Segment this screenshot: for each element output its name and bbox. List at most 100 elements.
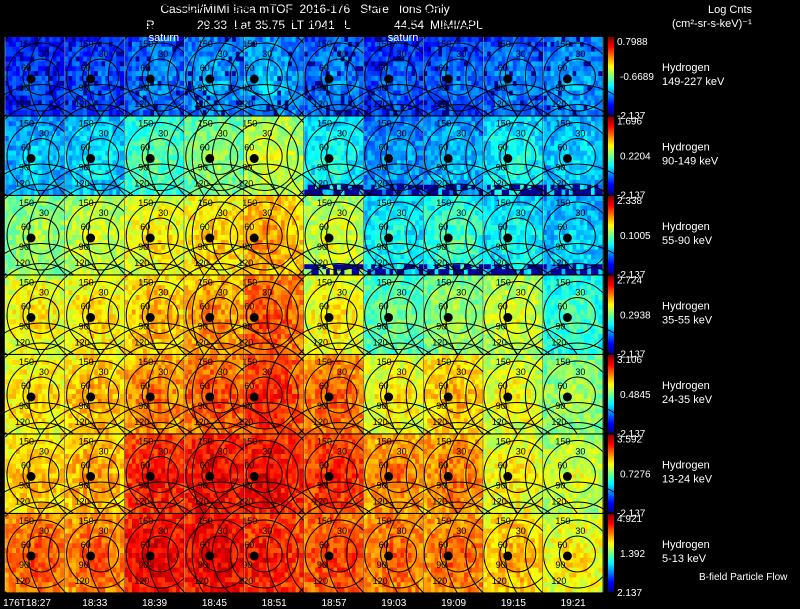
contour-label: 150 bbox=[317, 437, 332, 447]
contour-label: 150 bbox=[242, 198, 257, 208]
contour-label: 150 bbox=[242, 39, 257, 49]
contour-label: 30 bbox=[262, 447, 272, 457]
contour-label: 90 bbox=[138, 322, 148, 332]
colorbar-min: -2.137 bbox=[617, 509, 646, 520]
saturn-marker bbox=[503, 154, 513, 163]
contour-label: 120 bbox=[373, 99, 388, 109]
contour-label: 90 bbox=[317, 83, 327, 93]
contour-label: 120 bbox=[134, 497, 149, 507]
energy-label: 55-90 keV bbox=[662, 235, 713, 247]
colorbar-3 bbox=[608, 275, 614, 354]
contour-label: 60 bbox=[498, 302, 508, 312]
contour-label: 60 bbox=[81, 381, 91, 391]
contour-label: 150 bbox=[19, 437, 34, 447]
colorbar-mid: 0.7276 bbox=[620, 470, 651, 481]
saturn-marker bbox=[86, 551, 96, 561]
colorbar-max: 2.724 bbox=[617, 276, 642, 287]
contour-label: 120 bbox=[492, 417, 507, 427]
contour-label: 30 bbox=[337, 129, 347, 139]
contour-label: 120 bbox=[134, 179, 149, 189]
contour-label: 150 bbox=[138, 437, 153, 447]
contour-label: 150 bbox=[79, 198, 94, 208]
saturn-marker bbox=[324, 551, 334, 561]
contour-label: 120 bbox=[238, 338, 253, 348]
contour-label: 150 bbox=[317, 278, 332, 288]
frame-0-5 bbox=[304, 37, 364, 116]
contour-label: 90 bbox=[138, 163, 148, 173]
saturn-marker bbox=[384, 551, 394, 561]
contour-label: 120 bbox=[15, 258, 30, 268]
contour-label: 60 bbox=[140, 222, 150, 232]
contour-label: 150 bbox=[377, 278, 392, 288]
contour-label: 60 bbox=[21, 143, 31, 153]
saturn-marker bbox=[562, 233, 572, 243]
saturn-marker bbox=[26, 154, 36, 163]
contour-label: 150 bbox=[242, 437, 257, 447]
contour-label: 90 bbox=[496, 481, 506, 491]
contour-label: 30 bbox=[516, 49, 526, 59]
contour-label: 150 bbox=[242, 516, 257, 526]
contour-label: 120 bbox=[551, 338, 566, 348]
colorbar-6 bbox=[608, 514, 614, 592]
l-label: L bbox=[344, 18, 351, 32]
contour-label: 120 bbox=[15, 179, 30, 189]
contour-label: 30 bbox=[158, 49, 168, 59]
contour-label: 150 bbox=[496, 39, 511, 49]
saturn-marker bbox=[562, 313, 572, 322]
contour-label: 30 bbox=[397, 288, 407, 298]
saturn-marker bbox=[26, 392, 36, 402]
saturn-marker bbox=[503, 74, 513, 84]
species-label: Hydrogen bbox=[662, 539, 710, 551]
contour-label: 30 bbox=[575, 367, 585, 377]
contour-label: 90 bbox=[79, 242, 89, 252]
contour-label: 30 bbox=[99, 367, 109, 377]
contour-label: 30 bbox=[39, 129, 49, 139]
contour-label: 30 bbox=[516, 129, 526, 139]
contour-label: 90 bbox=[436, 401, 446, 411]
contour-label: 30 bbox=[218, 526, 228, 536]
contour-label: 120 bbox=[551, 576, 566, 586]
contour-label: 120 bbox=[75, 179, 90, 189]
contour-label: 120 bbox=[313, 497, 328, 507]
contour-label: 60 bbox=[244, 540, 254, 550]
contour-label: 90 bbox=[377, 322, 387, 332]
contour-label: 90 bbox=[242, 242, 252, 252]
contour-label: 90 bbox=[436, 481, 446, 491]
saturn-marker bbox=[145, 551, 155, 561]
contour-label: 150 bbox=[198, 516, 213, 526]
contour-label: 90 bbox=[436, 322, 446, 332]
contour-label: 30 bbox=[337, 526, 347, 536]
contour-label: 150 bbox=[377, 39, 392, 49]
saturn-marker bbox=[384, 392, 394, 402]
contour-label: 30 bbox=[337, 49, 347, 59]
contour-label: 120 bbox=[75, 99, 90, 109]
lt-value: 1041 bbox=[308, 18, 335, 32]
contour-label: 150 bbox=[138, 39, 153, 49]
frame-2-9 bbox=[543, 196, 603, 275]
energy-label: 149-227 keV bbox=[662, 76, 725, 88]
contour-label: 60 bbox=[140, 63, 150, 73]
contour-label: 60 bbox=[557, 222, 567, 232]
contour-label: 30 bbox=[99, 526, 109, 536]
contour-label: 60 bbox=[200, 381, 210, 391]
contour-label: 120 bbox=[432, 338, 447, 348]
contour-label: 60 bbox=[200, 143, 210, 153]
contour-label: 150 bbox=[436, 39, 451, 49]
contour-label: 90 bbox=[555, 83, 565, 93]
contour-label: 90 bbox=[242, 83, 252, 93]
contour-label: 30 bbox=[575, 49, 585, 59]
contour-label: 90 bbox=[198, 401, 208, 411]
colorbar-0 bbox=[608, 37, 614, 115]
r-value: 29.33 bbox=[197, 18, 228, 32]
contour-label: 30 bbox=[337, 367, 347, 377]
contour-label: 150 bbox=[19, 198, 34, 208]
lt-label: LT bbox=[291, 18, 305, 32]
contour-label: 60 bbox=[319, 461, 329, 471]
contour-label: 90 bbox=[19, 481, 29, 491]
contour-label: 60 bbox=[200, 461, 210, 471]
contour-label: 30 bbox=[456, 288, 466, 298]
contour-label: 120 bbox=[75, 417, 90, 427]
time-tick-label: 18:45 bbox=[202, 598, 227, 609]
contour-label: 30 bbox=[158, 526, 168, 536]
saturn-marker bbox=[26, 313, 36, 322]
